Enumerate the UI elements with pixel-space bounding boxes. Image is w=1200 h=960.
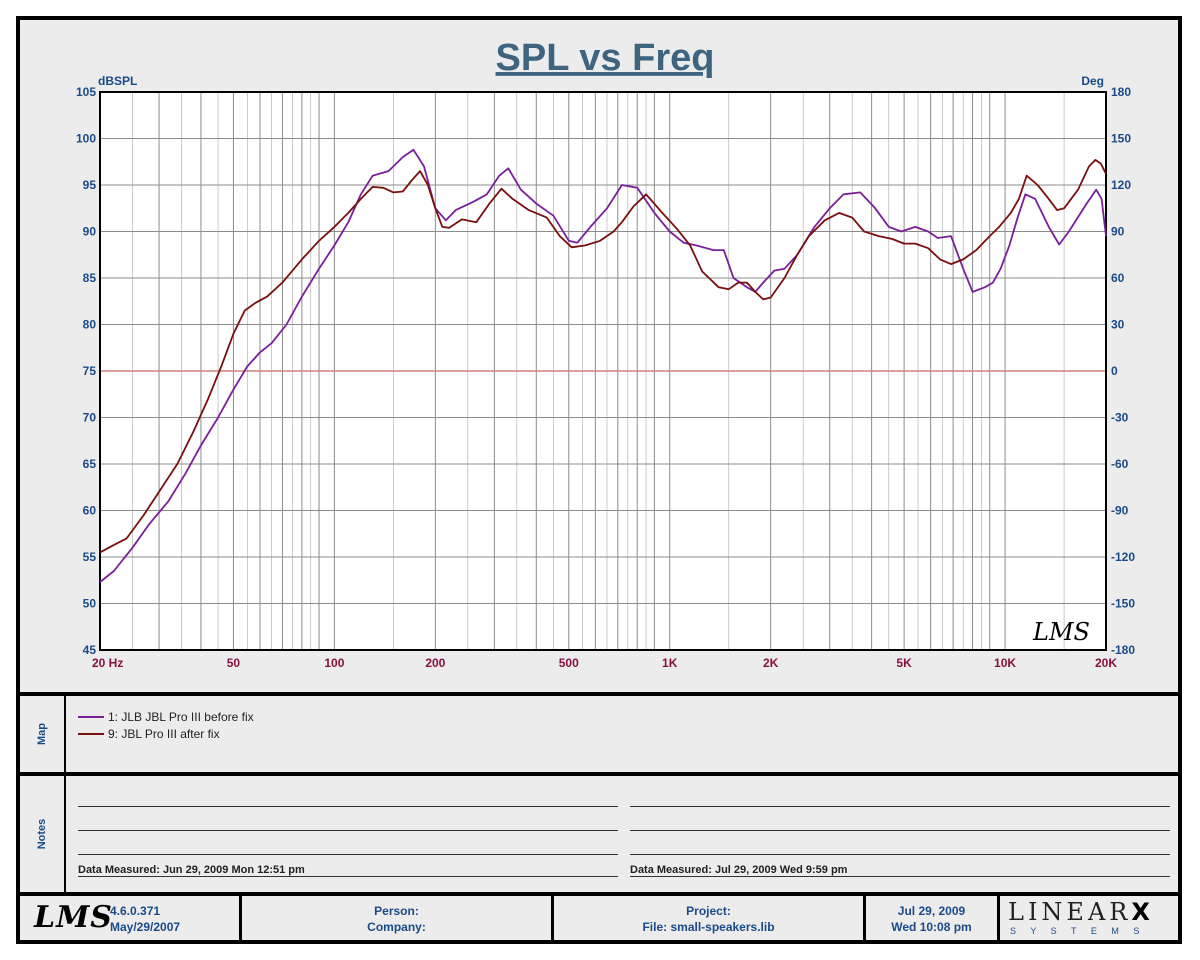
- footer: LMS 4.6.0.371 May/29/2007 Person: Compan…: [20, 892, 1178, 940]
- x-tick-label: 500: [559, 656, 579, 670]
- version: 4.6.0.371: [110, 904, 161, 918]
- spl-chart: SPL vs Freq dBSPL Deg 105 100 95 90 85 80 75 70 65 6…: [76, 37, 1135, 670]
- y-axis-title: dBSPL: [98, 74, 137, 88]
- y-tick-label: 55: [83, 550, 97, 564]
- note-line: [630, 806, 1170, 807]
- chart-title: SPL vs Freq: [496, 37, 715, 79]
- legend-label-before: 1: JLB JBL Pro III before fix: [108, 710, 254, 724]
- notes-panel: Notes Data Measured: Jun 29, 2009 Mon 12…: [20, 772, 1178, 892]
- report-frame: SPL vs Freq dBSPL Deg 105 100 95 90 85 80 75 70 65 6…: [16, 16, 1182, 944]
- project-label: Project:: [686, 904, 731, 918]
- footer-brand-cell: LINEARX S Y S T E M S: [1000, 896, 1178, 940]
- y-tick-label: 80: [83, 318, 97, 332]
- x-tick-label: 200: [425, 656, 445, 670]
- note-line: [630, 830, 1170, 831]
- legend-label-after: 9: JBL Pro III after fix: [108, 727, 220, 741]
- y2-tick-label: 90: [1111, 225, 1125, 239]
- plot-border: [99, 91, 1107, 651]
- y2-tick-label: -120: [1111, 550, 1135, 564]
- y2-tick-label: 150: [1111, 132, 1131, 146]
- y-tick-label: 70: [83, 411, 97, 425]
- notes-label-box: Notes: [20, 776, 66, 892]
- note-line: [630, 876, 1170, 877]
- report-time: Wed 10:08 pm: [891, 920, 972, 934]
- right-measured-note: Data Measured: Jul 29, 2009 Wed 9:59 pm: [630, 864, 848, 876]
- file-label: File: small-speakers.lib: [642, 920, 775, 934]
- footer-project-cell: Project: File: small-speakers.lib: [554, 896, 866, 940]
- y2-tick-label: -60: [1111, 457, 1129, 471]
- y-tick-label: 90: [83, 225, 97, 239]
- x-tick-label: 5K: [896, 656, 912, 670]
- notes-label: Notes: [36, 818, 48, 850]
- x-tick-label: 100: [324, 656, 344, 670]
- report-date: Jul 29, 2009: [897, 904, 966, 918]
- y-tick-label: 65: [83, 457, 97, 471]
- map-label: Map: [36, 723, 48, 745]
- y2-tick-label: -180: [1111, 643, 1135, 657]
- version-date: May/29/2007: [110, 920, 181, 934]
- map-label-box: Map: [20, 696, 66, 772]
- y-tick-label: 45: [83, 643, 97, 657]
- y2-tick-label: -150: [1111, 597, 1135, 611]
- x-tick-label: 20K: [1095, 656, 1117, 670]
- series-line-1: [99, 148, 1107, 583]
- y2-tick-label: 180: [1111, 85, 1131, 99]
- y-tick-label: 50: [83, 597, 97, 611]
- y2-tick-label: 120: [1111, 178, 1131, 192]
- y-tick-label: 60: [83, 504, 97, 518]
- legend-item-after: 9: JBL Pro III after fix: [78, 727, 220, 741]
- brand-logo: LINEARX: [1008, 898, 1154, 926]
- legend-item-before: 1: JLB JBL Pro III before fix: [78, 710, 254, 724]
- x-tick-label: 1K: [662, 656, 678, 670]
- y-tick-label: 85: [83, 271, 97, 285]
- company-label: Company:: [367, 920, 426, 934]
- x-tick-label: 20 Hz: [92, 656, 123, 670]
- y-tick-label: 95: [83, 178, 97, 192]
- series-line-2: [99, 159, 1107, 554]
- note-line: [630, 854, 1170, 855]
- y2-tick-label: -30: [1111, 411, 1129, 425]
- y2-tick-label: -90: [1111, 504, 1129, 518]
- brand-text: LINEAR: [1008, 898, 1132, 926]
- footer-logo-cell: LMS 4.6.0.371 May/29/2007: [20, 896, 242, 940]
- brand-subtext: S Y S T E M S: [1010, 926, 1146, 936]
- left-measured-note: Data Measured: Jun 29, 2009 Mon 12:51 pm: [78, 864, 305, 876]
- x-tick-label: 50: [227, 656, 241, 670]
- lms-logo: LMS: [34, 900, 113, 935]
- x-tick-label: 10K: [994, 656, 1016, 670]
- y2-tick-label: 60: [1111, 271, 1125, 285]
- legend-swatch-before: [78, 716, 104, 718]
- brand-x: X: [1131, 898, 1154, 926]
- y-tick-label: 75: [83, 364, 97, 378]
- note-line: [78, 854, 618, 855]
- map-panel: Map 1: JLB JBL Pro III before fix 9: JBL…: [20, 692, 1178, 772]
- footer-date-cell: Jul 29, 2009 Wed 10:08 pm: [866, 896, 1000, 940]
- footer-person-cell: Person: Company:: [242, 896, 554, 940]
- note-line: [78, 830, 618, 831]
- person-label: Person:: [374, 904, 419, 918]
- y2-tick-label: 0: [1111, 364, 1118, 378]
- chart-area: SPL vs Freq dBSPL Deg 105 100 95 90 85 80 75 70 65 6…: [20, 20, 1178, 692]
- note-line: [78, 876, 618, 877]
- y2-tick-label: 30: [1111, 318, 1125, 332]
- y-tick-label: 100: [76, 132, 96, 146]
- legend-swatch-after: [78, 733, 104, 735]
- note-line: [78, 806, 618, 807]
- y2-axis-title: Deg: [1081, 74, 1104, 88]
- x-tick-label: 2K: [763, 656, 779, 670]
- y-tick-label: 105: [76, 85, 96, 99]
- lms-watermark: LMS: [1032, 618, 1090, 646]
